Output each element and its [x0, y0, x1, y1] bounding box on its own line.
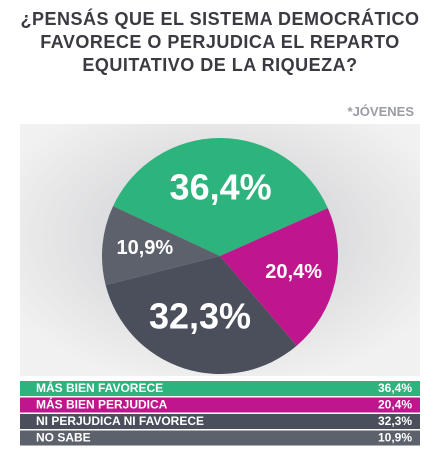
- legend-value: 10,9%: [378, 431, 412, 445]
- legend-row: [20, 381, 420, 396]
- pie-slice: [102, 206, 220, 286]
- pie-slice: [113, 138, 328, 256]
- legend-label: NO SABE: [36, 431, 91, 445]
- legend-value: 36,4%: [378, 381, 412, 395]
- pie-slice: [105, 256, 297, 374]
- legend-row: [20, 397, 420, 413]
- legend-row: [20, 414, 420, 429]
- legend-value: 20,4%: [378, 398, 412, 412]
- value-label: 20,4%: [265, 261, 322, 283]
- legend-label: NI PERJUDICA NI FAVORECE: [36, 414, 204, 428]
- value-label: 10,9%: [116, 237, 173, 259]
- legend-label: MÁS BIEN FAVORECE: [36, 380, 163, 395]
- legend-value: 32,3%: [378, 414, 412, 428]
- chart-title: ¿PENSÁS QUE EL SISTEMA DEMOCRÁTICO FAVOR…: [20, 9, 420, 75]
- subtitle: *JÓVENES: [347, 104, 414, 119]
- legend-label: MÁS BIEN PERJUDICA: [36, 397, 168, 412]
- pie-slice: [220, 208, 339, 346]
- value-label: 32,3%: [149, 295, 251, 336]
- value-label: 36,4%: [170, 166, 272, 207]
- legend-row: [20, 430, 420, 446]
